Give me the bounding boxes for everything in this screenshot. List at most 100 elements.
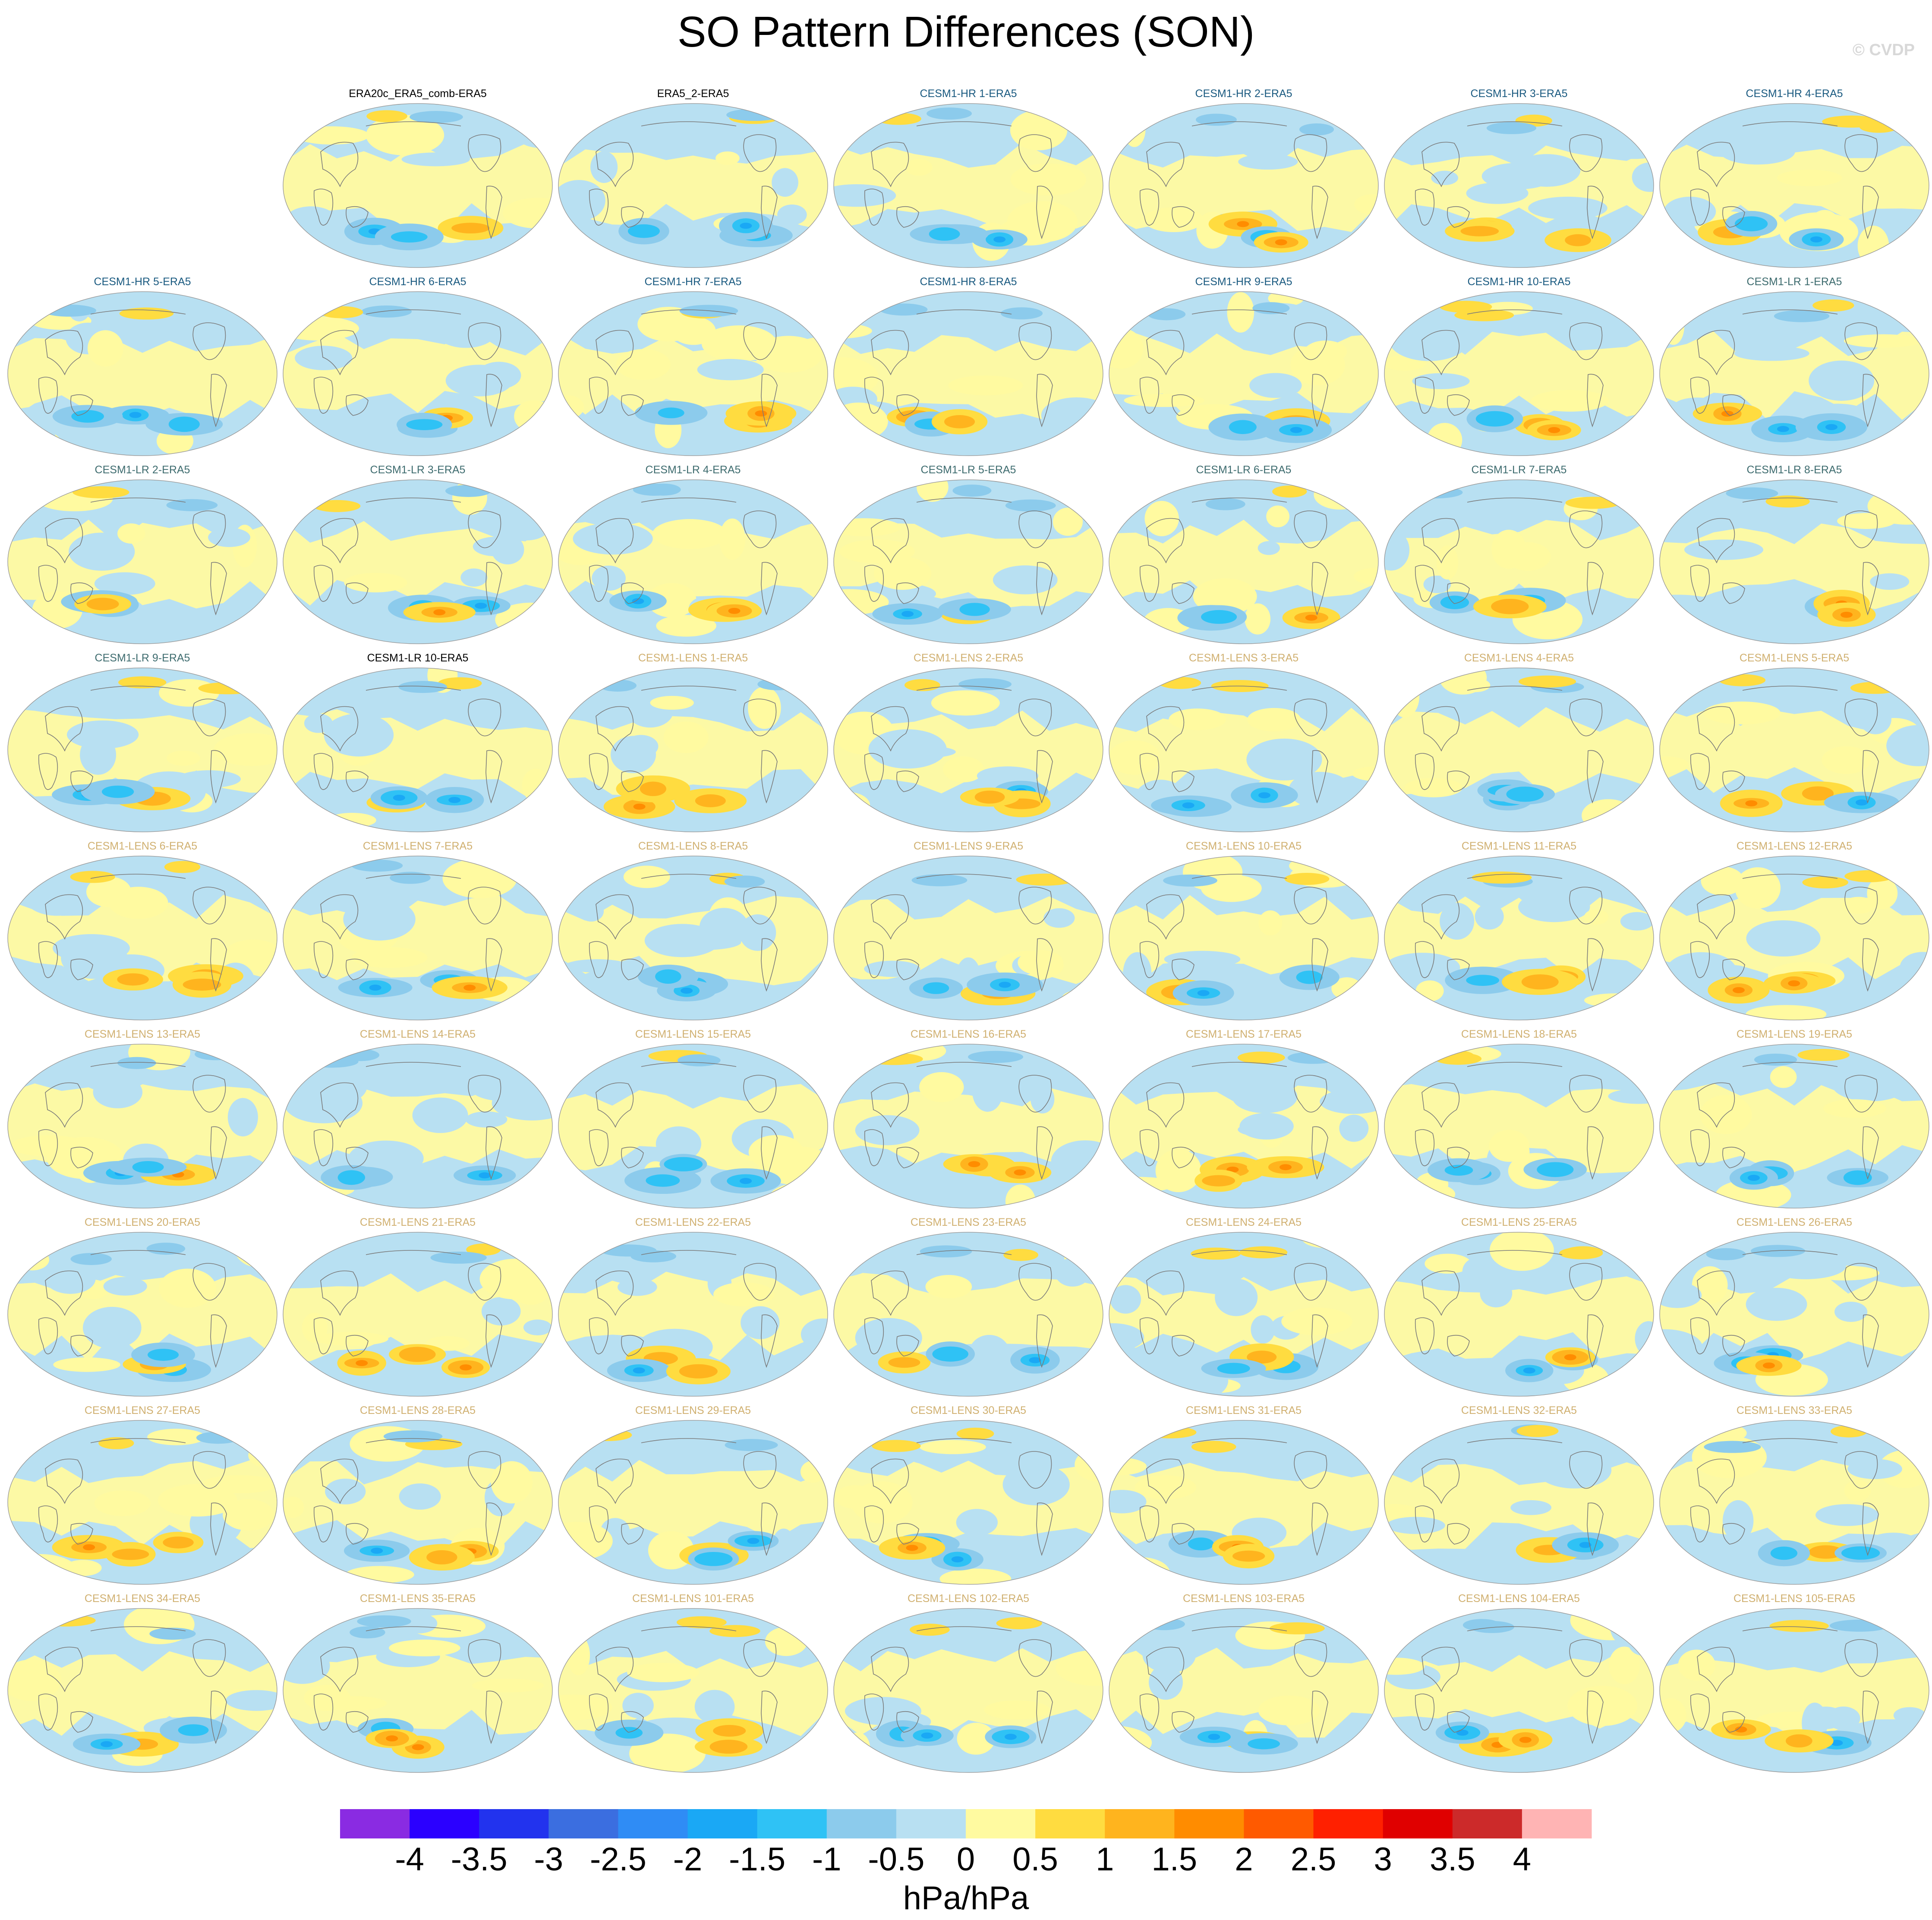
- panel-title: CESM1-LENS 6-ERA5: [87, 840, 198, 852]
- world-map: [833, 1608, 1103, 1773]
- coastlines: [864, 1626, 1053, 1744]
- contour-field: [7, 1608, 277, 1773]
- map-panel: CESM1-LENS 14-ERA5: [280, 1027, 556, 1212]
- panel-title: CESM1-LENS 102-ERA5: [907, 1593, 1030, 1605]
- coastlines: [1415, 686, 1604, 804]
- map-boundary: [1659, 103, 1929, 268]
- coastlines: [589, 874, 778, 992]
- map-panel: CESM1-LENS 35-ERA5: [280, 1591, 556, 1777]
- coastlines: [864, 1250, 1053, 1368]
- map-boundary: [7, 479, 277, 644]
- contour-field: [1659, 103, 1929, 268]
- world-map: [1384, 1044, 1654, 1209]
- colorbar-units: hPa/hPa: [903, 1880, 1029, 1917]
- panel-title: ERA5_2-ERA5: [657, 88, 729, 100]
- coastlines: [864, 874, 1053, 992]
- map-panel: CESM1-HR 9-ERA5: [1106, 274, 1382, 460]
- panel-title: CESM1-LR 9-ERA5: [95, 652, 190, 664]
- coastlines: [864, 497, 1053, 616]
- coastlines: [1139, 1062, 1328, 1180]
- world-map: [833, 291, 1103, 456]
- coastlines: [38, 1438, 227, 1556]
- panel-title: CESM1-LR 5-ERA5: [920, 464, 1016, 476]
- coastlines: [1415, 874, 1604, 992]
- map-boundary: [833, 479, 1103, 644]
- contour-field: [1384, 103, 1654, 268]
- map-boundary: [1109, 1608, 1379, 1773]
- map-panel: CESM1-LENS 12-ERA5: [1656, 839, 1932, 1024]
- colorbar-swatch: [548, 1809, 618, 1838]
- map-panel: CESM1-LENS 18-ERA5: [1381, 1027, 1657, 1212]
- map-panel: CESM1-LENS 21-ERA5: [280, 1215, 556, 1401]
- map-panel: CESM1-LENS 16-ERA5: [830, 1027, 1106, 1212]
- colorbar-tick-label: 0: [956, 1841, 975, 1878]
- colorbar-swatch: [1522, 1809, 1592, 1838]
- map-boundary: [1384, 479, 1654, 644]
- world-map: [1659, 667, 1929, 832]
- contour-field: [283, 1232, 552, 1397]
- contour-field: [558, 479, 828, 644]
- map-boundary: [1384, 667, 1654, 832]
- colorbar-swatch: [1105, 1809, 1175, 1838]
- map-boundary: [1384, 1608, 1654, 1773]
- panel-title: CESM1-LR 6-ERA5: [1196, 464, 1292, 476]
- map-boundary: [1659, 856, 1929, 1020]
- contour-field: [1109, 856, 1378, 1020]
- world-map: [833, 1420, 1103, 1585]
- contour-field: [1384, 1232, 1654, 1397]
- map-panel: ERA20c_ERA5_comb-ERA5: [280, 86, 556, 272]
- map-panel: CESM1-HR 7-ERA5: [555, 274, 831, 460]
- colorbar-swatch: [1313, 1809, 1384, 1838]
- map-panel: CESM1-LR 2-ERA5: [4, 463, 281, 648]
- contour-field: [283, 1608, 552, 1773]
- map-panel: CESM1-LR 6-ERA5: [1106, 463, 1382, 648]
- colorbar-swatch: [410, 1809, 479, 1838]
- world-map: [558, 1044, 828, 1209]
- world-map: [7, 1232, 277, 1397]
- world-map: [1109, 856, 1379, 1020]
- contour-field: [1384, 291, 1654, 456]
- panel-title: CESM1-LENS 8-ERA5: [638, 840, 748, 852]
- panel-title: CESM1-LENS 35-ERA5: [359, 1593, 476, 1605]
- contour-field: [833, 856, 1103, 1020]
- map-boundary: [283, 856, 553, 1020]
- coastlines: [589, 686, 778, 804]
- contour-field: [1659, 1420, 1929, 1585]
- map-panel: CESM1-LENS 33-ERA5: [1656, 1403, 1932, 1589]
- map-panel: CESM1-LENS 6-ERA5: [4, 839, 281, 1024]
- contour-field: [1659, 1232, 1929, 1397]
- colorbar-swatch: [757, 1809, 827, 1838]
- map-panel: CESM1-LENS 3-ERA5: [1106, 651, 1382, 836]
- map-panel: CESM1-LENS 17-ERA5: [1106, 1027, 1382, 1212]
- map-boundary: [1659, 291, 1929, 456]
- world-map: [558, 1420, 828, 1585]
- coastlines: [864, 121, 1053, 239]
- map-boundary: [1109, 1420, 1379, 1585]
- map-boundary: [7, 1608, 277, 1773]
- map-panel: CESM1-LENS 11-ERA5: [1381, 839, 1657, 1024]
- map-boundary: [558, 103, 828, 268]
- colorbar-swatch: [687, 1809, 758, 1838]
- world-map: [833, 1232, 1103, 1397]
- coastlines: [1415, 1062, 1604, 1180]
- map-boundary: [833, 1420, 1103, 1585]
- panel-title: CESM1-LENS 104-ERA5: [1458, 1593, 1580, 1605]
- map-panel: CESM1-HR 3-ERA5: [1381, 86, 1657, 272]
- world-map: [558, 479, 828, 644]
- world-map: [1384, 1420, 1654, 1585]
- coastlines: [313, 1250, 502, 1368]
- map-panel: CESM1-LENS 30-ERA5: [830, 1403, 1106, 1589]
- world-map: [283, 291, 553, 456]
- world-map: [1109, 1044, 1379, 1209]
- coastlines: [38, 309, 227, 428]
- world-map: [1109, 1232, 1379, 1397]
- coastlines: [864, 309, 1053, 428]
- map-boundary: [558, 1044, 828, 1209]
- panel-title: CESM1-LENS 33-ERA5: [1736, 1404, 1853, 1416]
- contour-field: [1384, 1608, 1654, 1773]
- coastlines: [313, 497, 502, 616]
- map-panel: CESM1-LENS 34-ERA5: [4, 1591, 281, 1777]
- contour-field: [7, 1420, 277, 1585]
- coastlines: [1690, 497, 1879, 616]
- map-boundary: [1384, 1420, 1654, 1585]
